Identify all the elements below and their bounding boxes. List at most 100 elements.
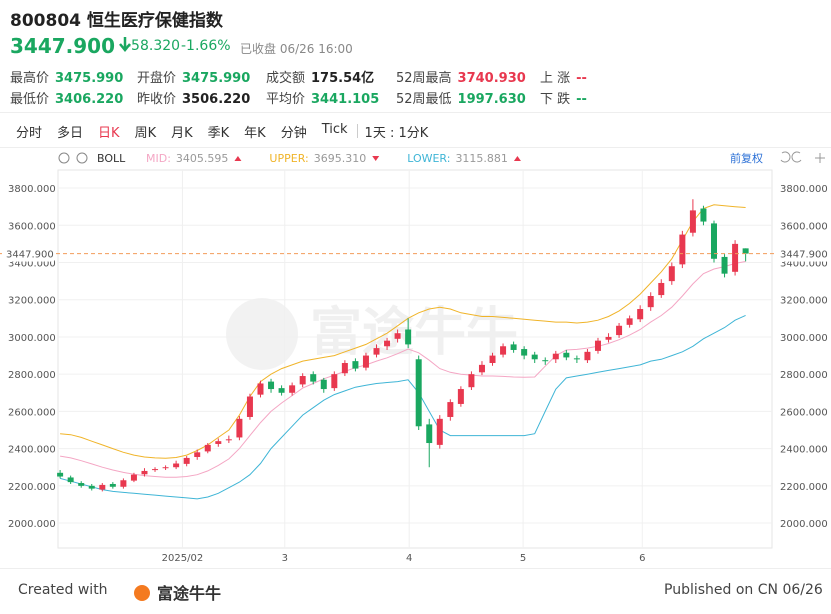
stat-value: 3475.990 [182,71,251,86]
candle-body [67,477,74,483]
x-tick-label: 2025/02 [162,553,204,564]
boll-band [60,261,746,478]
stat-label: 52周最高 [396,71,452,86]
y-tick-label: 3200.000 [8,296,56,307]
tab[interactable]: Tick [321,122,348,137]
tab[interactable]: 年K [244,126,266,141]
candle-body [225,439,232,441]
candle-body [510,344,517,350]
y-tick-label-right: 3000.000 [780,333,828,344]
x-tick-label: 5 [520,553,526,564]
candle-body [362,355,369,368]
candle-body [500,346,507,355]
indicator-label: UPPER: [269,152,308,165]
candle-body [721,256,728,274]
indicator-arrow [234,156,242,161]
candle-body [710,223,717,259]
tab[interactable]: 分钟 [280,126,307,141]
candle-body [689,210,696,233]
candle-body [647,296,654,308]
price-value: 3447.900 [10,34,116,58]
price-tag-bg-right [776,245,830,262]
candle-body [310,374,317,382]
candle-body [299,376,306,385]
candle-body [616,325,623,336]
candle-body [331,374,338,389]
stat: 52周最低 1997.630 [396,88,526,107]
tab[interactable]: 日K [98,126,120,141]
tab[interactable]: 季K [207,126,230,141]
adjust[interactable]: 前复权 [730,151,763,165]
y-tick-label-right: 3400.000 [780,258,828,269]
boll-band [60,204,746,459]
tab[interactable]: 分时 [16,126,43,141]
y-tick-label: 2800.000 [8,370,56,381]
period[interactable]: 1天 : 1分K [364,126,429,141]
divider [0,568,831,569]
brand-name: 富途牛牛 [157,584,222,603]
y-tick-label: 2200.000 [8,482,56,493]
boll-band [59,314,746,500]
tab[interactable]: 多日 [57,126,84,141]
stat: 上 涨 -- [540,67,587,86]
watermark-logo [226,298,298,370]
y-tick-label: 2600.000 [8,407,56,418]
stat-value: -- [576,71,587,86]
candle-body [289,385,296,393]
candle-body [57,472,64,477]
stat: 下 跌 -- [540,88,587,107]
candle-body [204,444,211,452]
close-icon[interactable] [76,152,88,164]
y-tick-label-right: 3200.000 [780,296,828,307]
candle-body [109,483,116,487]
candle-body [246,396,253,417]
candle-body [637,309,644,320]
candle-body [320,379,327,390]
candle-body [415,359,422,427]
stat-label: 52周最低 [396,92,452,107]
candle-body [162,467,169,469]
stat: 平均价 3441.105 [266,88,379,107]
candle-body [152,469,159,471]
candle-body [478,364,485,373]
candle-body [88,485,95,489]
watermark: 富途牛牛 [310,303,518,363]
status: 已收盘 06/26 16:00 [240,42,353,56]
candle-body [584,351,591,361]
indicator-value: 3695.310 [314,152,367,165]
y-tick-label-right: 3600.000 [780,221,828,232]
x-tick-label: 4 [406,553,412,564]
divider [0,112,831,113]
settings-icon[interactable] [58,152,70,164]
stat-label: 最高价 [10,71,50,86]
tab[interactable]: 月K [171,126,193,141]
candle-body [626,318,633,325]
toolbar-icons[interactable] [780,151,825,163]
footer-created: Created with [18,582,108,598]
indicator-label: LOWER: [407,152,450,165]
down-arrow [119,37,131,52]
stat: 成交额 175.54亿 [266,67,374,86]
stat-label: 最低价 [10,92,50,107]
y-tick-label-right: 2200.000 [780,482,828,493]
title: 800804 恒生医疗保健指数 [10,11,223,31]
candle-body [468,374,475,388]
y-tick-label-right: 2800.000 [780,370,828,381]
y-tick-label: 3400.000 [8,258,56,269]
stat: 52周最高 3740.930 [396,67,526,86]
candle-body [563,352,570,358]
y-tick-label: 2000.000 [8,519,56,530]
candle-body [405,329,412,345]
candle-body [130,474,137,481]
y-tick-label-right: 3800.000 [780,184,828,195]
tab-separator [356,124,358,138]
candle-body [236,418,243,438]
candle-body [594,340,601,351]
y-tick-label: 3000.000 [8,333,56,344]
stat-label: 成交额 [266,71,306,86]
tab[interactable]: 周K [134,126,157,141]
y-tick-label-right: 2600.000 [780,407,828,418]
candle-body [78,483,85,486]
price-tag-bg [2,245,54,262]
